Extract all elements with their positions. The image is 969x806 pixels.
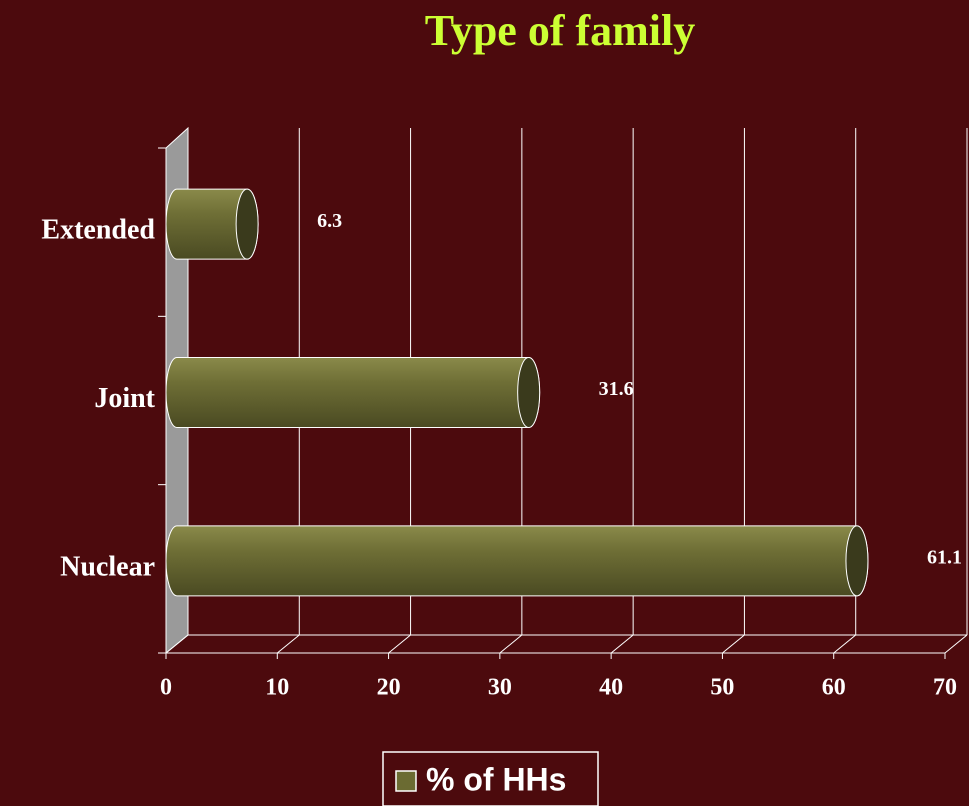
legend-label: % of HHs: [426, 761, 566, 797]
x-tick-label: 10: [265, 675, 289, 701]
bar-cap: [517, 357, 541, 428]
y-tick-label: Nuclear: [60, 551, 155, 582]
x-tick: [610, 634, 634, 654]
value-label: 31.6: [599, 378, 634, 400]
y-tick-label: Joint: [94, 383, 155, 414]
legend-swatch: [395, 770, 417, 792]
x-tick: [165, 634, 189, 654]
y-tick-label: Extended: [41, 215, 155, 246]
bar-cap: [845, 525, 869, 597]
value-label: 61.1: [927, 546, 962, 568]
x-tick: [276, 634, 300, 654]
x-tick-label: 30: [488, 675, 512, 701]
x-tick-label: 40: [599, 675, 623, 701]
x-tick: [722, 634, 745, 654]
x-tick-label: 60: [822, 675, 846, 701]
bar-cap: [235, 188, 259, 260]
x-tick-label: 50: [710, 675, 734, 701]
x-tick-label: 0: [160, 675, 172, 701]
legend: % of HHs: [382, 751, 599, 806]
value-label: 6.3: [317, 210, 342, 232]
bar: [165, 357, 541, 428]
x-tick-label: 20: [377, 675, 401, 701]
chart-title: Type of family: [425, 6, 696, 55]
x-tick: [388, 634, 411, 654]
x-tick: [499, 634, 523, 654]
legend-box: [382, 751, 599, 806]
x-tick-label: 70: [933, 675, 957, 701]
x-tick: [833, 634, 857, 654]
x-tick: [944, 634, 968, 654]
bar: [165, 525, 869, 597]
